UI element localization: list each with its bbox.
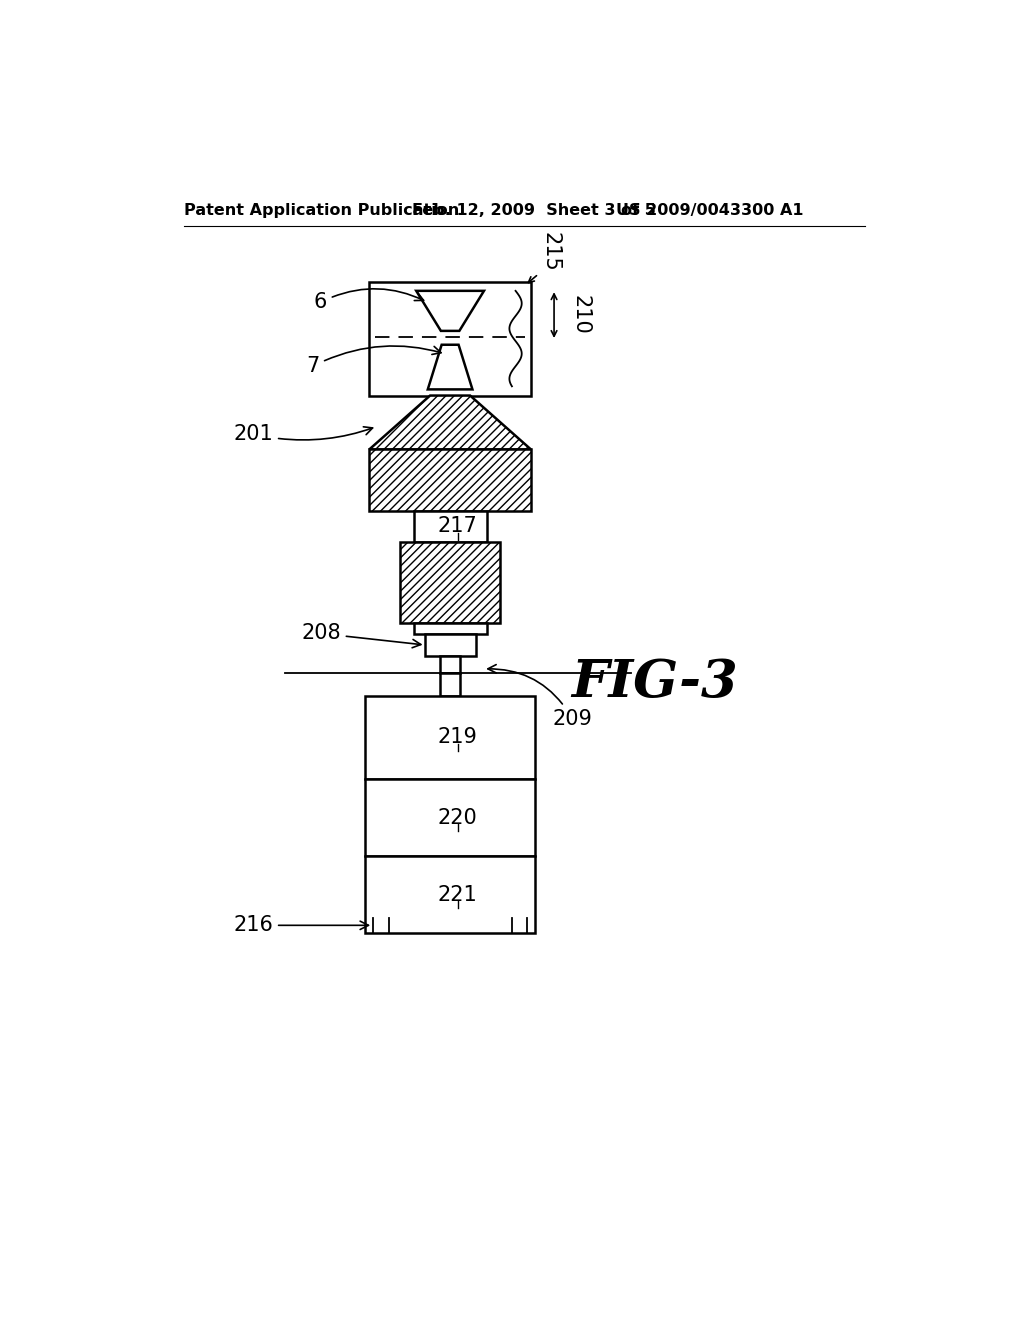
Polygon shape (416, 290, 484, 331)
Text: 219: 219 (438, 727, 478, 747)
Text: 220: 220 (438, 808, 477, 828)
Bar (370, 449, 531, 511)
Text: 210: 210 (571, 294, 591, 334)
Text: 215: 215 (541, 232, 560, 272)
Text: 201: 201 (233, 424, 373, 444)
Text: 217: 217 (438, 516, 477, 536)
Text: 6: 6 (313, 289, 424, 313)
Text: 209: 209 (487, 664, 593, 729)
Bar (366, 696, 535, 779)
Text: 216: 216 (233, 915, 369, 936)
Text: US 2009/0043300 A1: US 2009/0043300 A1 (615, 203, 803, 218)
Bar (370, 281, 531, 396)
Text: Patent Application Publication: Patent Application Publication (184, 203, 460, 218)
Text: 7: 7 (306, 346, 441, 376)
Bar (414, 511, 487, 541)
Bar (400, 543, 500, 623)
Polygon shape (370, 396, 531, 449)
Text: Feb. 12, 2009  Sheet 3 of 5: Feb. 12, 2009 Sheet 3 of 5 (412, 203, 655, 218)
Bar (425, 635, 475, 656)
Text: 208: 208 (301, 623, 421, 648)
Bar (440, 673, 460, 696)
Bar (366, 855, 535, 933)
Polygon shape (428, 345, 472, 389)
Bar (366, 779, 535, 855)
Text: FIG-3: FIG-3 (570, 656, 737, 708)
Bar (414, 623, 487, 635)
Text: 221: 221 (438, 884, 477, 904)
Bar (440, 656, 460, 673)
